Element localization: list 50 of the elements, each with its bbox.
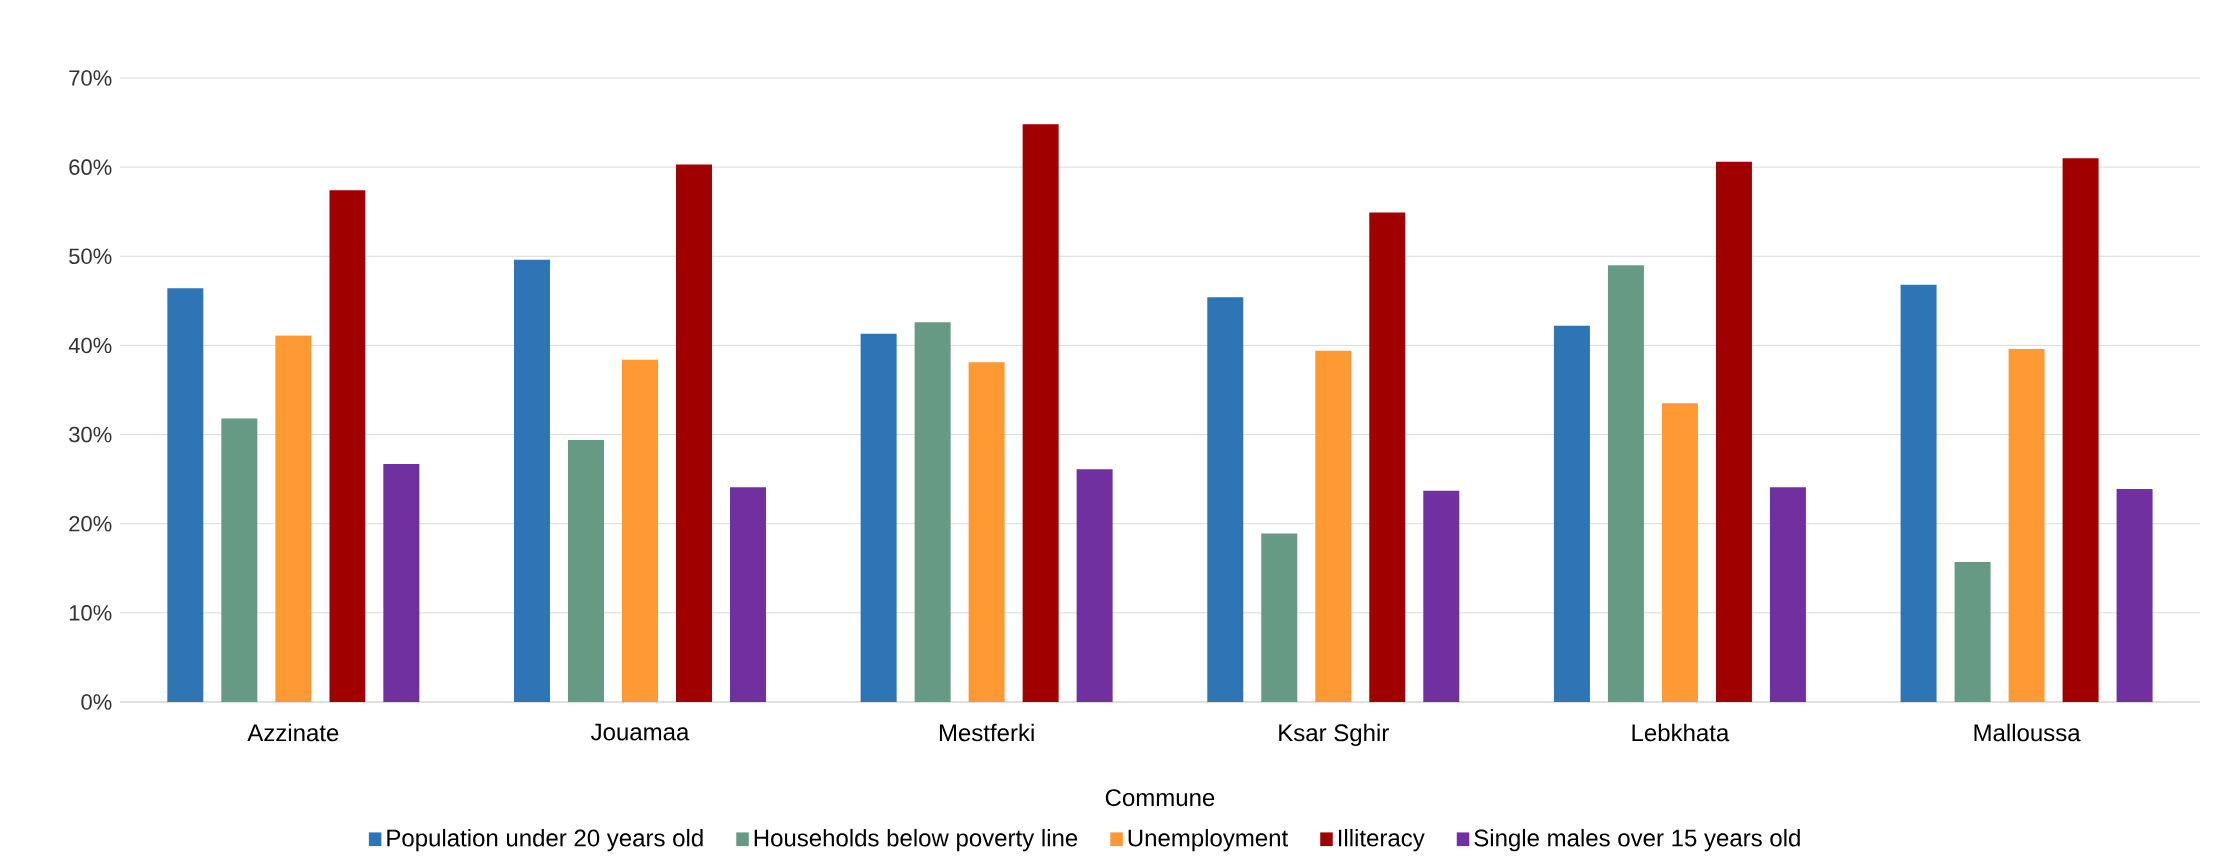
bar — [1607, 265, 1644, 702]
bar — [1954, 562, 1991, 702]
x-tick-label: Malloussa — [1974, 723, 2081, 742]
y-tick-label: 70% — [69, 70, 112, 86]
bar — [1553, 325, 1590, 702]
bar — [1661, 403, 1698, 702]
x-axis-title: Commune — [1105, 789, 1215, 807]
bar — [1076, 469, 1113, 702]
bar — [167, 288, 204, 702]
bar — [2116, 488, 2153, 702]
bar — [675, 164, 712, 702]
x-tick-label: Lebkhata — [1632, 723, 1730, 742]
legend-label: Population under 20 years old — [387, 828, 703, 852]
x-tick-label: Ksar Sghir — [1279, 723, 1389, 747]
bar — [2062, 158, 2099, 702]
bar — [1715, 161, 1752, 702]
x-tick-label: Mestferki — [939, 723, 1034, 742]
bar — [1369, 212, 1406, 702]
x-tick-label: Azzinate — [247, 723, 339, 742]
bar — [1900, 284, 1937, 702]
y-tick-label: 0% — [81, 694, 112, 710]
y-tick-label: 50% — [69, 248, 112, 265]
bar — [860, 333, 897, 702]
bar — [329, 190, 366, 702]
bar — [1022, 124, 1059, 702]
y-tick-label: 40% — [68, 337, 112, 354]
bar — [729, 487, 766, 702]
bar — [383, 463, 420, 702]
bar — [1423, 490, 1460, 702]
bar — [1769, 487, 1806, 702]
bar — [1261, 533, 1298, 702]
bar — [914, 322, 951, 702]
bar — [2008, 348, 2045, 702]
bar — [621, 359, 658, 702]
bar — [275, 335, 312, 702]
legend-label: Households below poverty line — [754, 828, 1078, 852]
bar — [567, 439, 604, 702]
bar — [221, 418, 258, 702]
y-tick-label: 30% — [69, 426, 112, 443]
legend-label: Single males over 15 years old — [1474, 828, 1800, 852]
y-tick-label: 60% — [69, 159, 112, 175]
bar — [513, 259, 550, 702]
legend-label: Illiteracy — [1338, 828, 1425, 852]
y-tick-label: 10% — [69, 605, 112, 621]
bar — [1207, 297, 1244, 702]
x-tick-label: Jouamaa — [591, 723, 690, 741]
bar — [968, 362, 1005, 702]
y-tick-label: 20% — [69, 515, 112, 532]
legend-label: Unemployment — [1128, 828, 1289, 852]
bar — [1315, 350, 1352, 702]
